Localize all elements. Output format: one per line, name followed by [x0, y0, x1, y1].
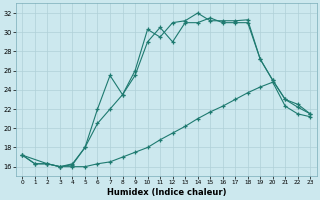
- X-axis label: Humidex (Indice chaleur): Humidex (Indice chaleur): [107, 188, 226, 197]
